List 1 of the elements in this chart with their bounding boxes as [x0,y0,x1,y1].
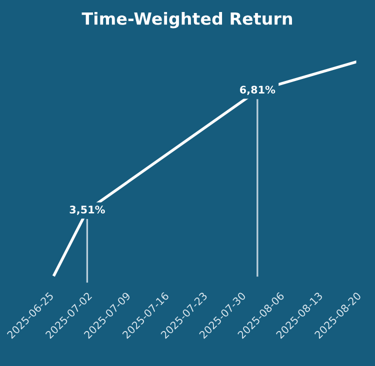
chart-title: Time-Weighted Return [82,12,292,28]
